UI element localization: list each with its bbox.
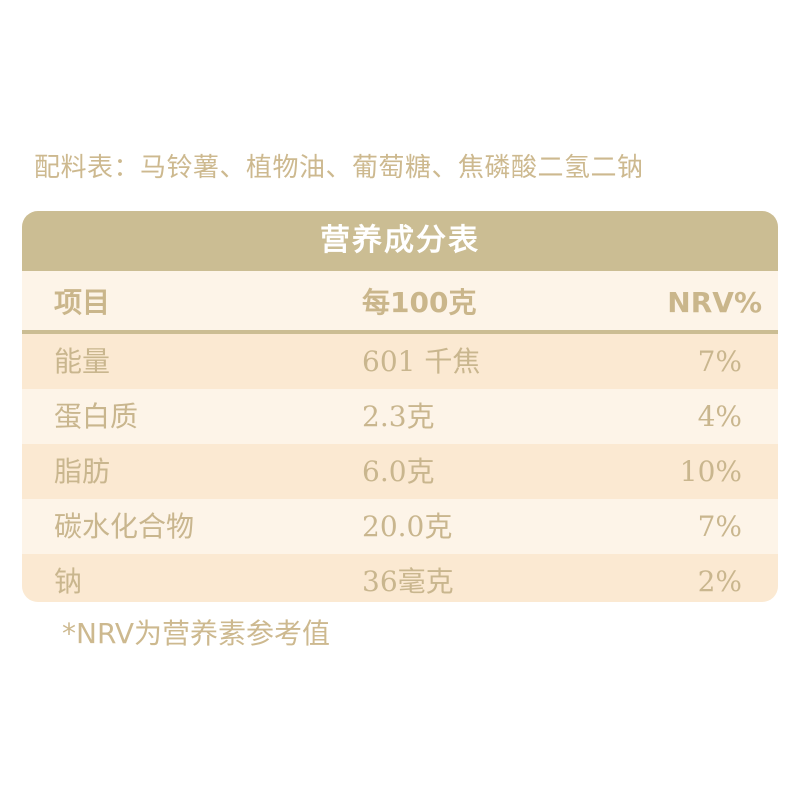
table-row-carbohydrate: 碳水化合物 20.0克 7% <box>22 499 778 554</box>
row-per100: 6.0克 <box>362 455 435 488</box>
nrv-footnote: *NRV为营养素参考值 <box>62 617 331 650</box>
header-item: 项目 <box>54 286 111 319</box>
table-header-row: 项目 每100克 NRV% <box>22 271 778 334</box>
row-nrv: 10% <box>679 455 742 488</box>
row-per100: 601 千焦 <box>362 345 481 378</box>
row-item: 碳水化合物 <box>54 510 195 543</box>
row-nrv: 7% <box>697 345 742 378</box>
nutrition-table: 营养成分表 项目 每100克 NRV% 能量 601 千焦 7% 蛋白质 2.3… <box>22 211 778 602</box>
header-nrv: NRV% <box>667 286 762 319</box>
table-row-sodium: 钠 36毫克 2% <box>22 554 778 602</box>
row-item: 钠 <box>54 565 83 598</box>
row-item: 蛋白质 <box>54 400 139 433</box>
table-row-energy: 能量 601 千焦 7% <box>22 334 778 389</box>
ingredients-list: 配料表：马铃薯、植物油、葡萄糖、焦磷酸二氢二钠 <box>34 153 644 183</box>
row-nrv: 2% <box>697 565 742 598</box>
table-row-fat: 脂肪 6.0克 10% <box>22 444 778 499</box>
row-item: 能量 <box>54 345 111 378</box>
row-nrv: 4% <box>697 400 742 433</box>
row-nrv: 7% <box>697 510 742 543</box>
header-per100: 每100克 <box>362 286 477 319</box>
table-title: 营养成分表 <box>22 211 778 271</box>
row-per100: 2.3克 <box>362 400 435 433</box>
table-row-protein: 蛋白质 2.3克 4% <box>22 389 778 444</box>
row-item: 脂肪 <box>54 455 111 488</box>
row-per100: 20.0克 <box>362 510 453 543</box>
row-per100: 36毫克 <box>362 565 454 598</box>
